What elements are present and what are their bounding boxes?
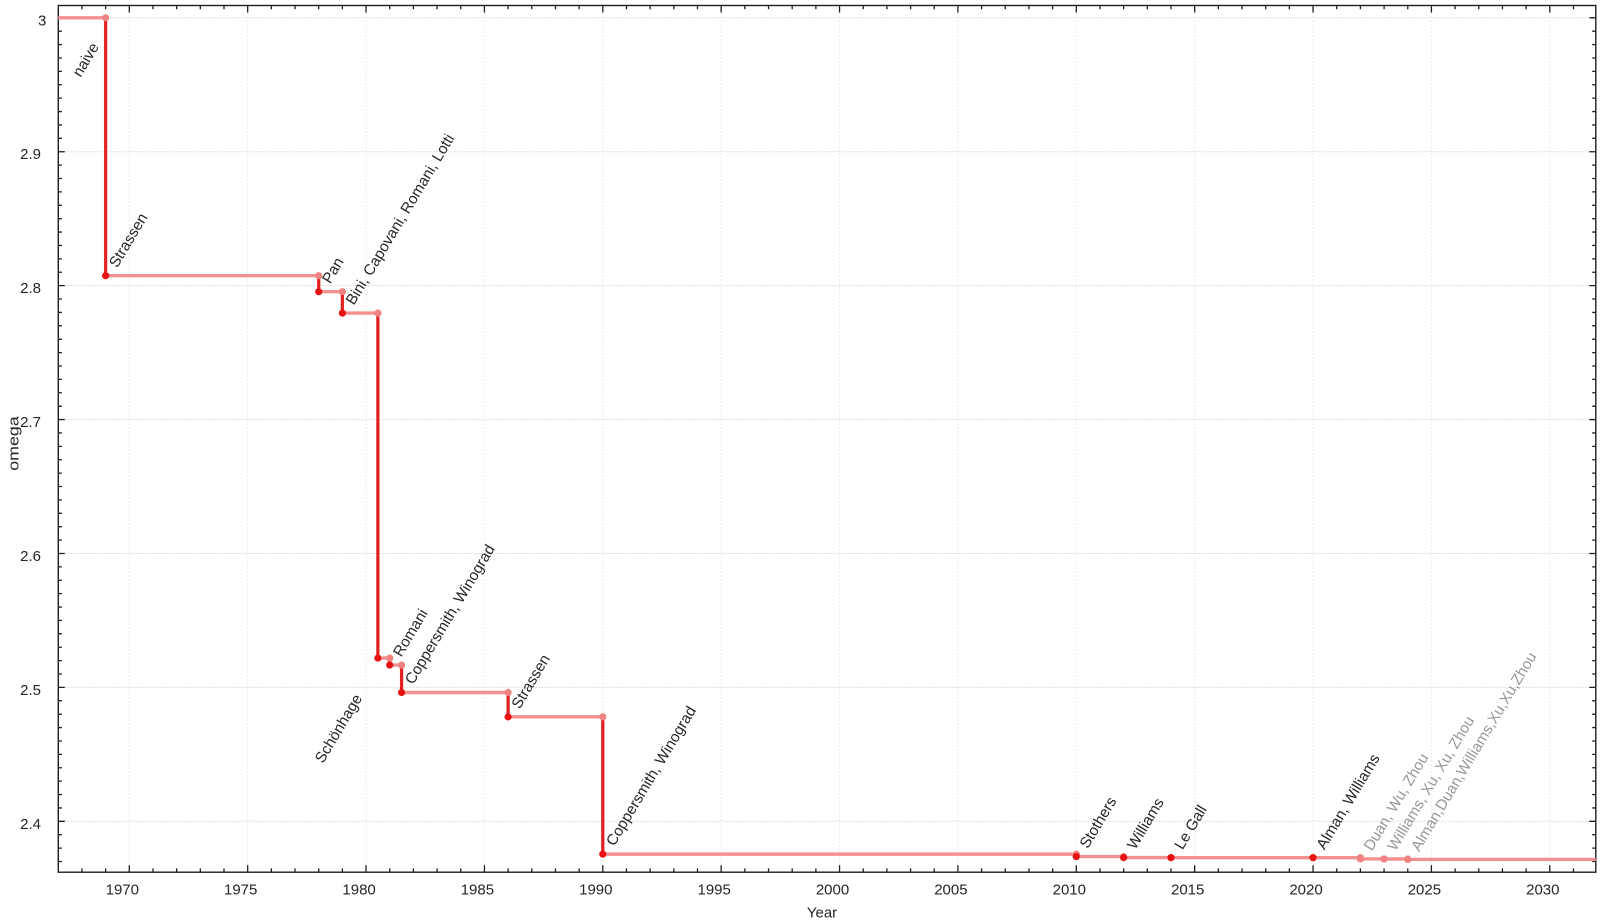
svg-text:2.9: 2.9 xyxy=(20,146,41,163)
svg-text:2020: 2020 xyxy=(1289,882,1322,899)
svg-text:1995: 1995 xyxy=(698,882,731,899)
svg-text:1980: 1980 xyxy=(342,882,375,899)
svg-text:1975: 1975 xyxy=(224,882,257,899)
svg-text:Year: Year xyxy=(807,905,837,920)
svg-text:omega: omega xyxy=(6,415,23,470)
svg-text:1970: 1970 xyxy=(106,882,139,899)
svg-text:2.4: 2.4 xyxy=(20,816,41,833)
svg-text:2005: 2005 xyxy=(934,882,967,899)
svg-text:2.7: 2.7 xyxy=(20,414,41,431)
svg-text:2.6: 2.6 xyxy=(20,548,41,565)
svg-text:2000: 2000 xyxy=(816,882,849,899)
svg-text:1990: 1990 xyxy=(579,882,612,899)
svg-text:1985: 1985 xyxy=(461,882,494,899)
svg-text:2015: 2015 xyxy=(1171,882,1204,899)
svg-text:2025: 2025 xyxy=(1408,882,1441,899)
svg-text:2030: 2030 xyxy=(1526,882,1559,899)
svg-text:3: 3 xyxy=(38,12,46,29)
svg-text:2.5: 2.5 xyxy=(20,682,41,699)
svg-text:2.8: 2.8 xyxy=(20,280,41,297)
svg-text:2010: 2010 xyxy=(1053,882,1086,899)
